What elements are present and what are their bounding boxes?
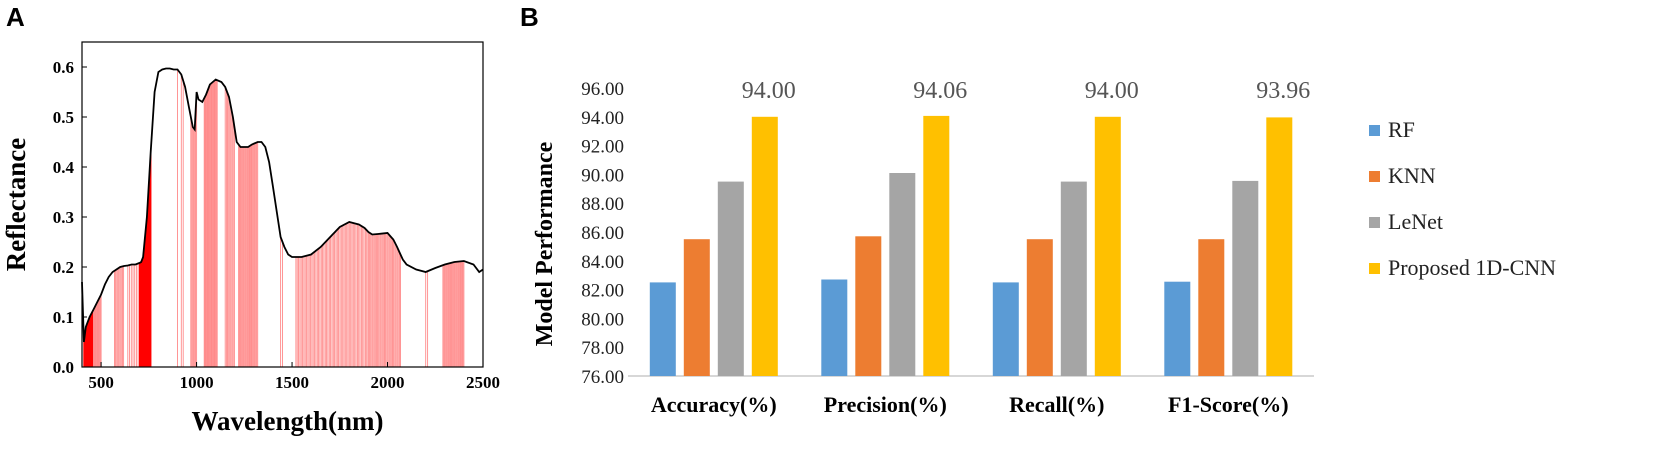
panel-a-spectrum-chart: 0.0 0.1 0.2 0.3 0.4 0.5 0.6 500 1000 1500 2000 250… [1, 41, 500, 436]
legend-swatch-0 [1369, 125, 1380, 136]
panel-b-y-axis-title: Model Performance [532, 141, 558, 346]
panel-a-x-ticks: 500 1000 1500 2000 2500 [88, 362, 500, 392]
legend-label-2: LeNet [1388, 209, 1443, 234]
category-label-0: Accuracy(%) [651, 392, 777, 417]
a-ytick-label-1: 0.1 [53, 308, 74, 327]
category-label-2: Recall(%) [1009, 392, 1104, 417]
panel-a-plot-frame [81, 41, 484, 368]
panel-b-y-ticks: 76.00 78.00 80.00 82.00 84.00 86.00 88.00 90.00… [581, 79, 624, 388]
bar-knn-1 [855, 236, 882, 376]
bar-knn-3 [1198, 239, 1225, 376]
a-ytick-label-5: 0.5 [53, 108, 74, 127]
a-xtick-label-0: 500 [88, 373, 114, 392]
a-xtick-label-4: 2500 [466, 373, 500, 392]
reflectance-line [81, 67, 484, 343]
legend-label-0: RF [1388, 117, 1415, 142]
data-label-3: 93.96 [1256, 78, 1310, 104]
bar-lenet-2 [1060, 181, 1087, 376]
legend-swatch-3 [1369, 263, 1380, 274]
panel-b-legend: RF KNN LeNet Proposed 1D-CNN [1369, 117, 1556, 280]
legend-label-1: KNN [1388, 163, 1436, 188]
panel-a-y-axis-title: Reflectance [1, 138, 31, 271]
category-label-3: F1-Score(%) [1168, 392, 1289, 417]
selected-wavelength-bands [83, 69, 465, 367]
bar-lenet-0 [717, 181, 744, 376]
legend-swatch-2 [1369, 217, 1380, 228]
panel-a-y-ticks: 0.0 0.1 0.2 0.3 0.4 0.5 0.6 [53, 58, 87, 377]
b-ytick-label-2: 80.00 [581, 309, 624, 330]
panel-b-label: B [520, 2, 539, 32]
b-ytick-label-7: 90.00 [581, 165, 624, 186]
panel-b-data-labels: 94.00 94.06 94.00 93.96 [742, 78, 1311, 104]
bar-rf-3 [1164, 281, 1191, 376]
a-ytick-label-0: 0.0 [53, 358, 74, 377]
b-ytick-label-10: 96.00 [581, 79, 624, 100]
b-ytick-label-4: 84.00 [581, 252, 624, 273]
a-xtick-label-2: 1500 [275, 373, 309, 392]
panel-b-bar-chart: 76.00 78.00 80.00 82.00 84.00 86.00 88.00 90.00… [532, 78, 1556, 417]
a-ytick-label-3: 0.3 [53, 208, 74, 227]
bar-lenet-3 [1232, 180, 1259, 376]
bar-proposed-1d-cnn-2 [1094, 116, 1121, 377]
a-ytick-label-6: 0.6 [53, 58, 74, 77]
a-ytick-label-4: 0.4 [53, 158, 75, 177]
legend-label-3: Proposed 1D-CNN [1388, 255, 1556, 280]
bar-rf-0 [649, 282, 676, 376]
panel-b-category-labels: Accuracy(%) Precision(%) Recall(%) F1-Score… [651, 392, 1289, 417]
panel-a-x-axis-title: Wavelength(nm) [192, 406, 384, 436]
b-ytick-label-9: 94.00 [581, 108, 624, 129]
category-label-1: Precision(%) [824, 392, 947, 417]
legend-swatch-1 [1369, 171, 1380, 182]
bar-knn-0 [683, 239, 710, 376]
a-xtick-label-3: 2000 [371, 373, 405, 392]
data-label-2: 94.00 [1085, 78, 1139, 104]
bar-proposed-1d-cnn-0 [751, 116, 778, 377]
b-ytick-label-5: 86.00 [581, 223, 624, 244]
data-label-1: 94.06 [913, 78, 967, 104]
bar-lenet-1 [889, 173, 916, 376]
a-xtick-label-1: 1000 [180, 373, 214, 392]
b-ytick-label-6: 88.00 [581, 194, 624, 215]
b-ytick-label-3: 82.00 [581, 281, 624, 302]
panel-b-bars [649, 115, 1293, 377]
bar-knn-2 [1026, 239, 1053, 376]
bar-proposed-1d-cnn-1 [923, 115, 950, 377]
bar-proposed-1d-cnn-3 [1266, 117, 1293, 377]
bar-rf-1 [821, 279, 848, 376]
data-label-0: 94.00 [742, 78, 796, 104]
a-ytick-label-2: 0.2 [53, 258, 74, 277]
bar-rf-2 [992, 282, 1019, 376]
panel-a-label: A [6, 2, 25, 32]
b-ytick-label-0: 76.00 [581, 367, 624, 388]
b-ytick-label-8: 92.00 [581, 137, 624, 158]
b-ytick-label-1: 78.00 [581, 338, 624, 359]
